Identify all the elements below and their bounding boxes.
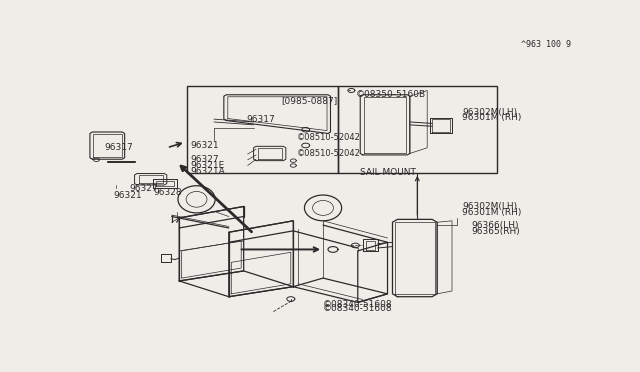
- Text: ^963 100 9: ^963 100 9: [521, 40, 571, 49]
- Text: 96321: 96321: [190, 141, 219, 150]
- Text: SAIL MOUNT: SAIL MOUNT: [360, 168, 416, 177]
- Text: 96301M (RH): 96301M (RH): [462, 113, 522, 122]
- Text: 96317: 96317: [246, 115, 275, 124]
- Text: 96365(RH): 96365(RH): [472, 227, 520, 235]
- Text: 96302M(LH): 96302M(LH): [462, 202, 517, 211]
- Text: ©08340-51608: ©08340-51608: [323, 304, 393, 313]
- Text: 96321E: 96321E: [190, 161, 225, 170]
- Text: 96327: 96327: [190, 155, 219, 164]
- Text: 96321A: 96321A: [190, 167, 225, 176]
- Bar: [338, 86, 497, 173]
- Text: 96317: 96317: [105, 142, 134, 152]
- Text: ©08510-52042: ©08510-52042: [297, 133, 360, 142]
- Text: 96302M(LH): 96302M(LH): [462, 108, 517, 117]
- Text: ©08510-52042: ©08510-52042: [297, 149, 360, 158]
- Text: 96301M (RH): 96301M (RH): [462, 208, 522, 217]
- Text: ©08340-51608: ©08340-51608: [323, 300, 393, 309]
- Text: ©08350-5160B: ©08350-5160B: [355, 90, 426, 99]
- Text: 96328: 96328: [154, 189, 182, 198]
- Text: 96321: 96321: [114, 191, 142, 200]
- Bar: [187, 86, 338, 173]
- Text: 96327: 96327: [129, 185, 158, 193]
- Text: 96366(LH): 96366(LH): [472, 221, 519, 230]
- Text: [0985-0887]: [0985-0887]: [281, 96, 337, 105]
